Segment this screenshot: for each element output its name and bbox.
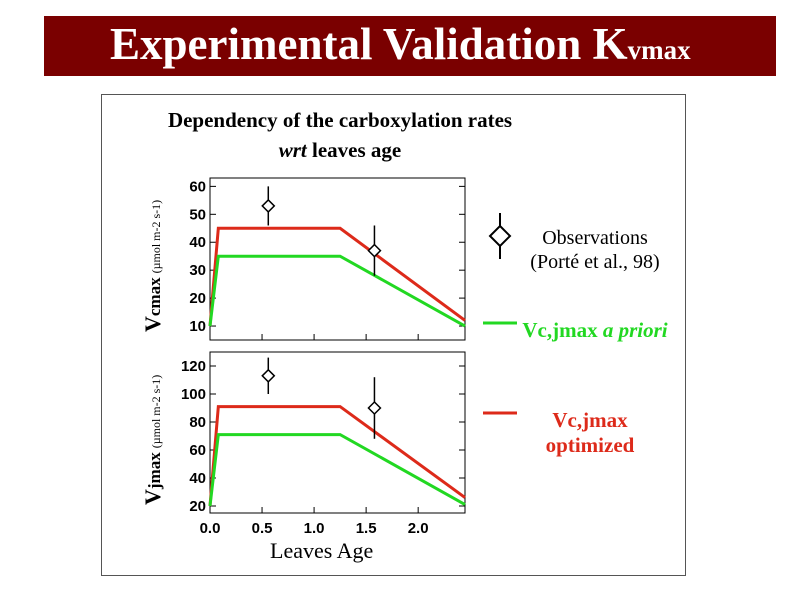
x-axis-label: Leaves Age — [270, 538, 374, 563]
title-main: Experimental Validation K — [110, 19, 628, 69]
subtitle-wrt: wrt — [278, 138, 307, 162]
subtitle-rest: leaves age — [306, 138, 402, 162]
chart-panel — [101, 94, 686, 576]
bottom-x-tick-label: 0.0 — [200, 520, 221, 537]
bottom-y-tick-label: 100 — [181, 386, 206, 403]
top-y-tick-label: 30 — [189, 262, 206, 279]
bottom-plot-frame — [209, 351, 466, 514]
bottom-x-tick-label: 1.5 — [356, 520, 377, 537]
bottom-apriori-line — [208, 433, 466, 507]
legend-observation-marker — [488, 213, 512, 259]
title-bar — [44, 16, 776, 76]
legend-observations-label: Observations (Porté et al., 98) — [530, 227, 660, 273]
slide-title: Experimental Validation Kvmax — [110, 22, 691, 67]
bottom-observation-point — [261, 368, 276, 383]
top-observation-point — [367, 243, 382, 258]
subtitle-line1: Dependency of the carboxylation rates — [167, 108, 513, 132]
title-subscript: vmax — [627, 35, 691, 65]
bottom-y-tick-label: 40 — [189, 470, 206, 487]
top-y-tick-label: 20 — [189, 290, 206, 307]
subtitle-line2: wrt leaves age — [100, 140, 580, 161]
top-y-tick-label: 50 — [189, 206, 206, 223]
top-y-tick-label: 10 — [189, 318, 206, 335]
bottom-y-tick-label: 80 — [189, 414, 206, 431]
bottom-observation-point — [367, 400, 382, 416]
bottom-x-tick-label: 1.0 — [304, 520, 325, 537]
legend-apriori-label: Vc,jmax a priori — [522, 318, 668, 342]
bottom-y-tick-label: 60 — [189, 442, 206, 459]
top-y-tick-label: 60 — [189, 178, 206, 195]
top-y-tick-label: 40 — [189, 234, 206, 251]
bottom-x-tick-label: 0.5 — [252, 520, 273, 537]
top-plot-frame — [209, 177, 466, 341]
top-optimized-line — [208, 226, 466, 327]
bottom-optimized-line — [208, 405, 466, 507]
bottom-x-tick-label: 2.0 — [408, 520, 429, 537]
legend-optimized-label: Vc,jmax optimized — [545, 408, 635, 458]
top-observation-point — [261, 198, 276, 213]
bottom-y-tick-label: 120 — [181, 358, 206, 375]
top-apriori-line — [208, 254, 466, 328]
bottom-y-tick-label: 20 — [189, 498, 206, 515]
